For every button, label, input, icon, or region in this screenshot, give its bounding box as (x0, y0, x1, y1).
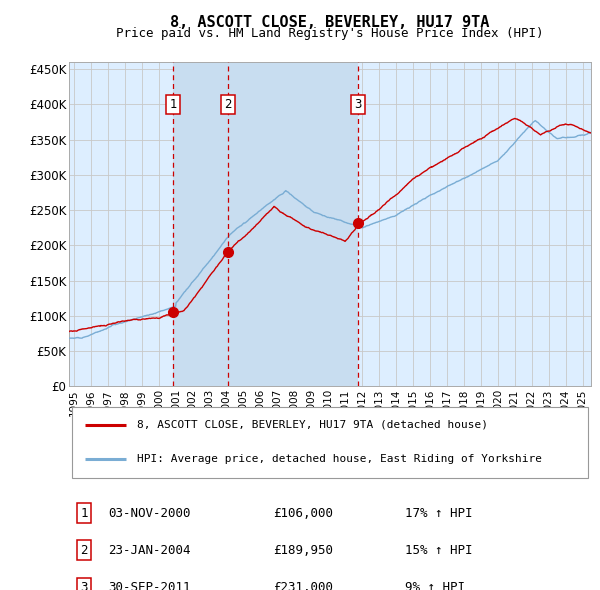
Text: £106,000: £106,000 (273, 507, 333, 520)
Text: 3: 3 (80, 581, 88, 590)
Text: 1: 1 (169, 98, 177, 111)
Text: 15% ↑ HPI: 15% ↑ HPI (405, 544, 473, 557)
Text: 2: 2 (224, 98, 232, 111)
Bar (173, 62, 358, 386)
Text: 8, ASCOTT CLOSE, BEVERLEY, HU17 9TA (detached house): 8, ASCOTT CLOSE, BEVERLEY, HU17 9TA (det… (137, 420, 488, 430)
Text: HPI: Average price, detached house, East Riding of Yorkshire: HPI: Average price, detached house, East… (137, 454, 542, 464)
Text: 17% ↑ HPI: 17% ↑ HPI (405, 507, 473, 520)
Text: 30-SEP-2011: 30-SEP-2011 (108, 581, 191, 590)
Text: 8, ASCOTT CLOSE, BEVERLEY, HU17 9TA: 8, ASCOTT CLOSE, BEVERLEY, HU17 9TA (170, 15, 490, 30)
Text: £189,950: £189,950 (273, 544, 333, 557)
Text: 3: 3 (354, 98, 362, 111)
Text: 1: 1 (80, 507, 88, 520)
FancyBboxPatch shape (71, 407, 589, 478)
Text: Price paid vs. HM Land Registry's House Price Index (HPI): Price paid vs. HM Land Registry's House … (116, 27, 544, 40)
Text: 03-NOV-2000: 03-NOV-2000 (108, 507, 191, 520)
Text: 2: 2 (80, 544, 88, 557)
Text: £231,000: £231,000 (273, 581, 333, 590)
Text: 9% ↑ HPI: 9% ↑ HPI (405, 581, 465, 590)
Text: 23-JAN-2004: 23-JAN-2004 (108, 544, 191, 557)
